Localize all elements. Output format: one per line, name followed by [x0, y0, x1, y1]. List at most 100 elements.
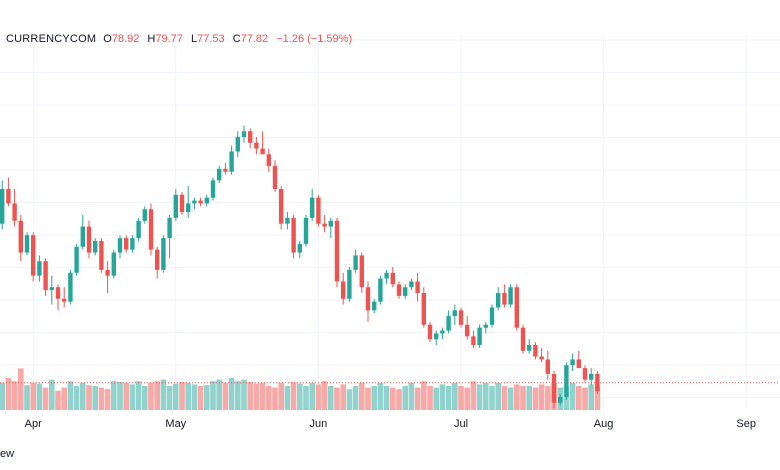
candle-body: [192, 200, 197, 204]
volume-bar: [507, 387, 514, 410]
candle-body: [173, 194, 178, 218]
volume-bar: [582, 387, 588, 410]
candle-body: [434, 333, 439, 340]
candle-body: [204, 197, 209, 204]
candle-body: [502, 293, 507, 305]
volume-bar: [117, 382, 123, 410]
volume-bar: [452, 382, 458, 410]
volume-bar: [408, 382, 415, 410]
candle-body: [440, 330, 445, 334]
volume-bar: [80, 382, 86, 410]
candle-body: [49, 287, 54, 291]
candle-body: [427, 324, 433, 340]
volume-bar: [179, 382, 185, 410]
volume-bar: [340, 384, 346, 410]
volume-bar: [241, 379, 247, 410]
candle-body: [18, 220, 23, 253]
volume-bar: [514, 384, 520, 410]
volume-bar: [86, 385, 92, 410]
candle-body: [130, 238, 135, 250]
candle-body: [272, 165, 278, 189]
candle-body: [285, 217, 290, 224]
candle-body: [117, 238, 123, 253]
candle-body: [229, 151, 234, 172]
low-value: 77.53: [197, 33, 225, 45]
candle-body: [489, 307, 495, 325]
candle-body: [396, 284, 402, 296]
candle-body: [80, 226, 85, 247]
volume-bar: [569, 382, 576, 410]
volume-bar: [377, 382, 384, 410]
volume-bar: [197, 386, 204, 410]
volume-bar: [67, 381, 74, 410]
volume-bar: [352, 386, 359, 410]
volume-bar: [216, 379, 222, 410]
candle-body: [589, 373, 594, 380]
volume-bar: [433, 387, 439, 410]
volume-bar: [545, 386, 551, 410]
candle-body: [539, 356, 544, 360]
candle-body: [179, 194, 185, 213]
volume-bar: [222, 382, 229, 410]
candle-body: [223, 168, 228, 172]
candle-body: [372, 301, 377, 311]
candle-body: [303, 217, 309, 244]
candle-body: [390, 272, 395, 285]
volume-bar: [92, 386, 98, 410]
volume-bar: [483, 382, 489, 410]
volume-bar: [0, 382, 5, 410]
candle-body: [359, 255, 364, 288]
high-value: 79.77: [155, 33, 183, 45]
volume-bar: [303, 386, 309, 410]
candle-body: [142, 209, 147, 221]
volume-bar: [191, 384, 198, 410]
volume-bar: [315, 384, 322, 410]
volume-bar: [383, 386, 390, 410]
candle-body: [266, 154, 271, 166]
volume-bar: [104, 389, 111, 410]
volume-bar: [204, 385, 210, 410]
volume-bar: [185, 382, 191, 410]
x-tick-label: Aug: [594, 418, 614, 430]
candle-body: [279, 189, 284, 224]
volume-bar: [576, 386, 582, 410]
volume-bar: [73, 386, 80, 410]
volume-bar: [371, 386, 377, 410]
volume-bar: [129, 384, 136, 410]
high-label: H: [147, 33, 156, 45]
symbol-label: CURRENCYCOM: [6, 33, 97, 45]
x-tick-label: Apr: [25, 418, 42, 430]
candle-body: [353, 255, 358, 270]
volume-bar: [520, 386, 526, 410]
candle-body: [527, 345, 532, 351]
candle-body: [198, 200, 203, 204]
candle-body: [316, 197, 321, 224]
candle-body: [471, 336, 476, 345]
candle-body: [68, 272, 73, 302]
candle-body: [55, 287, 61, 299]
candle-body: [74, 246, 79, 273]
volume-bar: [278, 382, 284, 410]
candle-body: [477, 327, 482, 345]
candle-body: [148, 209, 154, 250]
volume-bar: [470, 381, 477, 410]
candle-body: [105, 269, 110, 276]
candle-body: [341, 281, 346, 299]
candle-body: [241, 131, 247, 137]
candle-body: [514, 287, 519, 328]
candle-body: [12, 203, 17, 221]
volume-bar: [427, 386, 433, 410]
volume-bar: [526, 386, 532, 410]
candle-body: [334, 220, 340, 282]
volume-bar: [235, 381, 241, 410]
volume-bar: [49, 379, 55, 410]
candle-body: [595, 373, 600, 392]
volume-bar: [538, 384, 545, 410]
candle-body: [37, 261, 42, 276]
candle-body: [384, 272, 389, 279]
candle-body: [111, 252, 116, 276]
candle-body: [24, 235, 30, 253]
volume-bar: [476, 384, 483, 410]
